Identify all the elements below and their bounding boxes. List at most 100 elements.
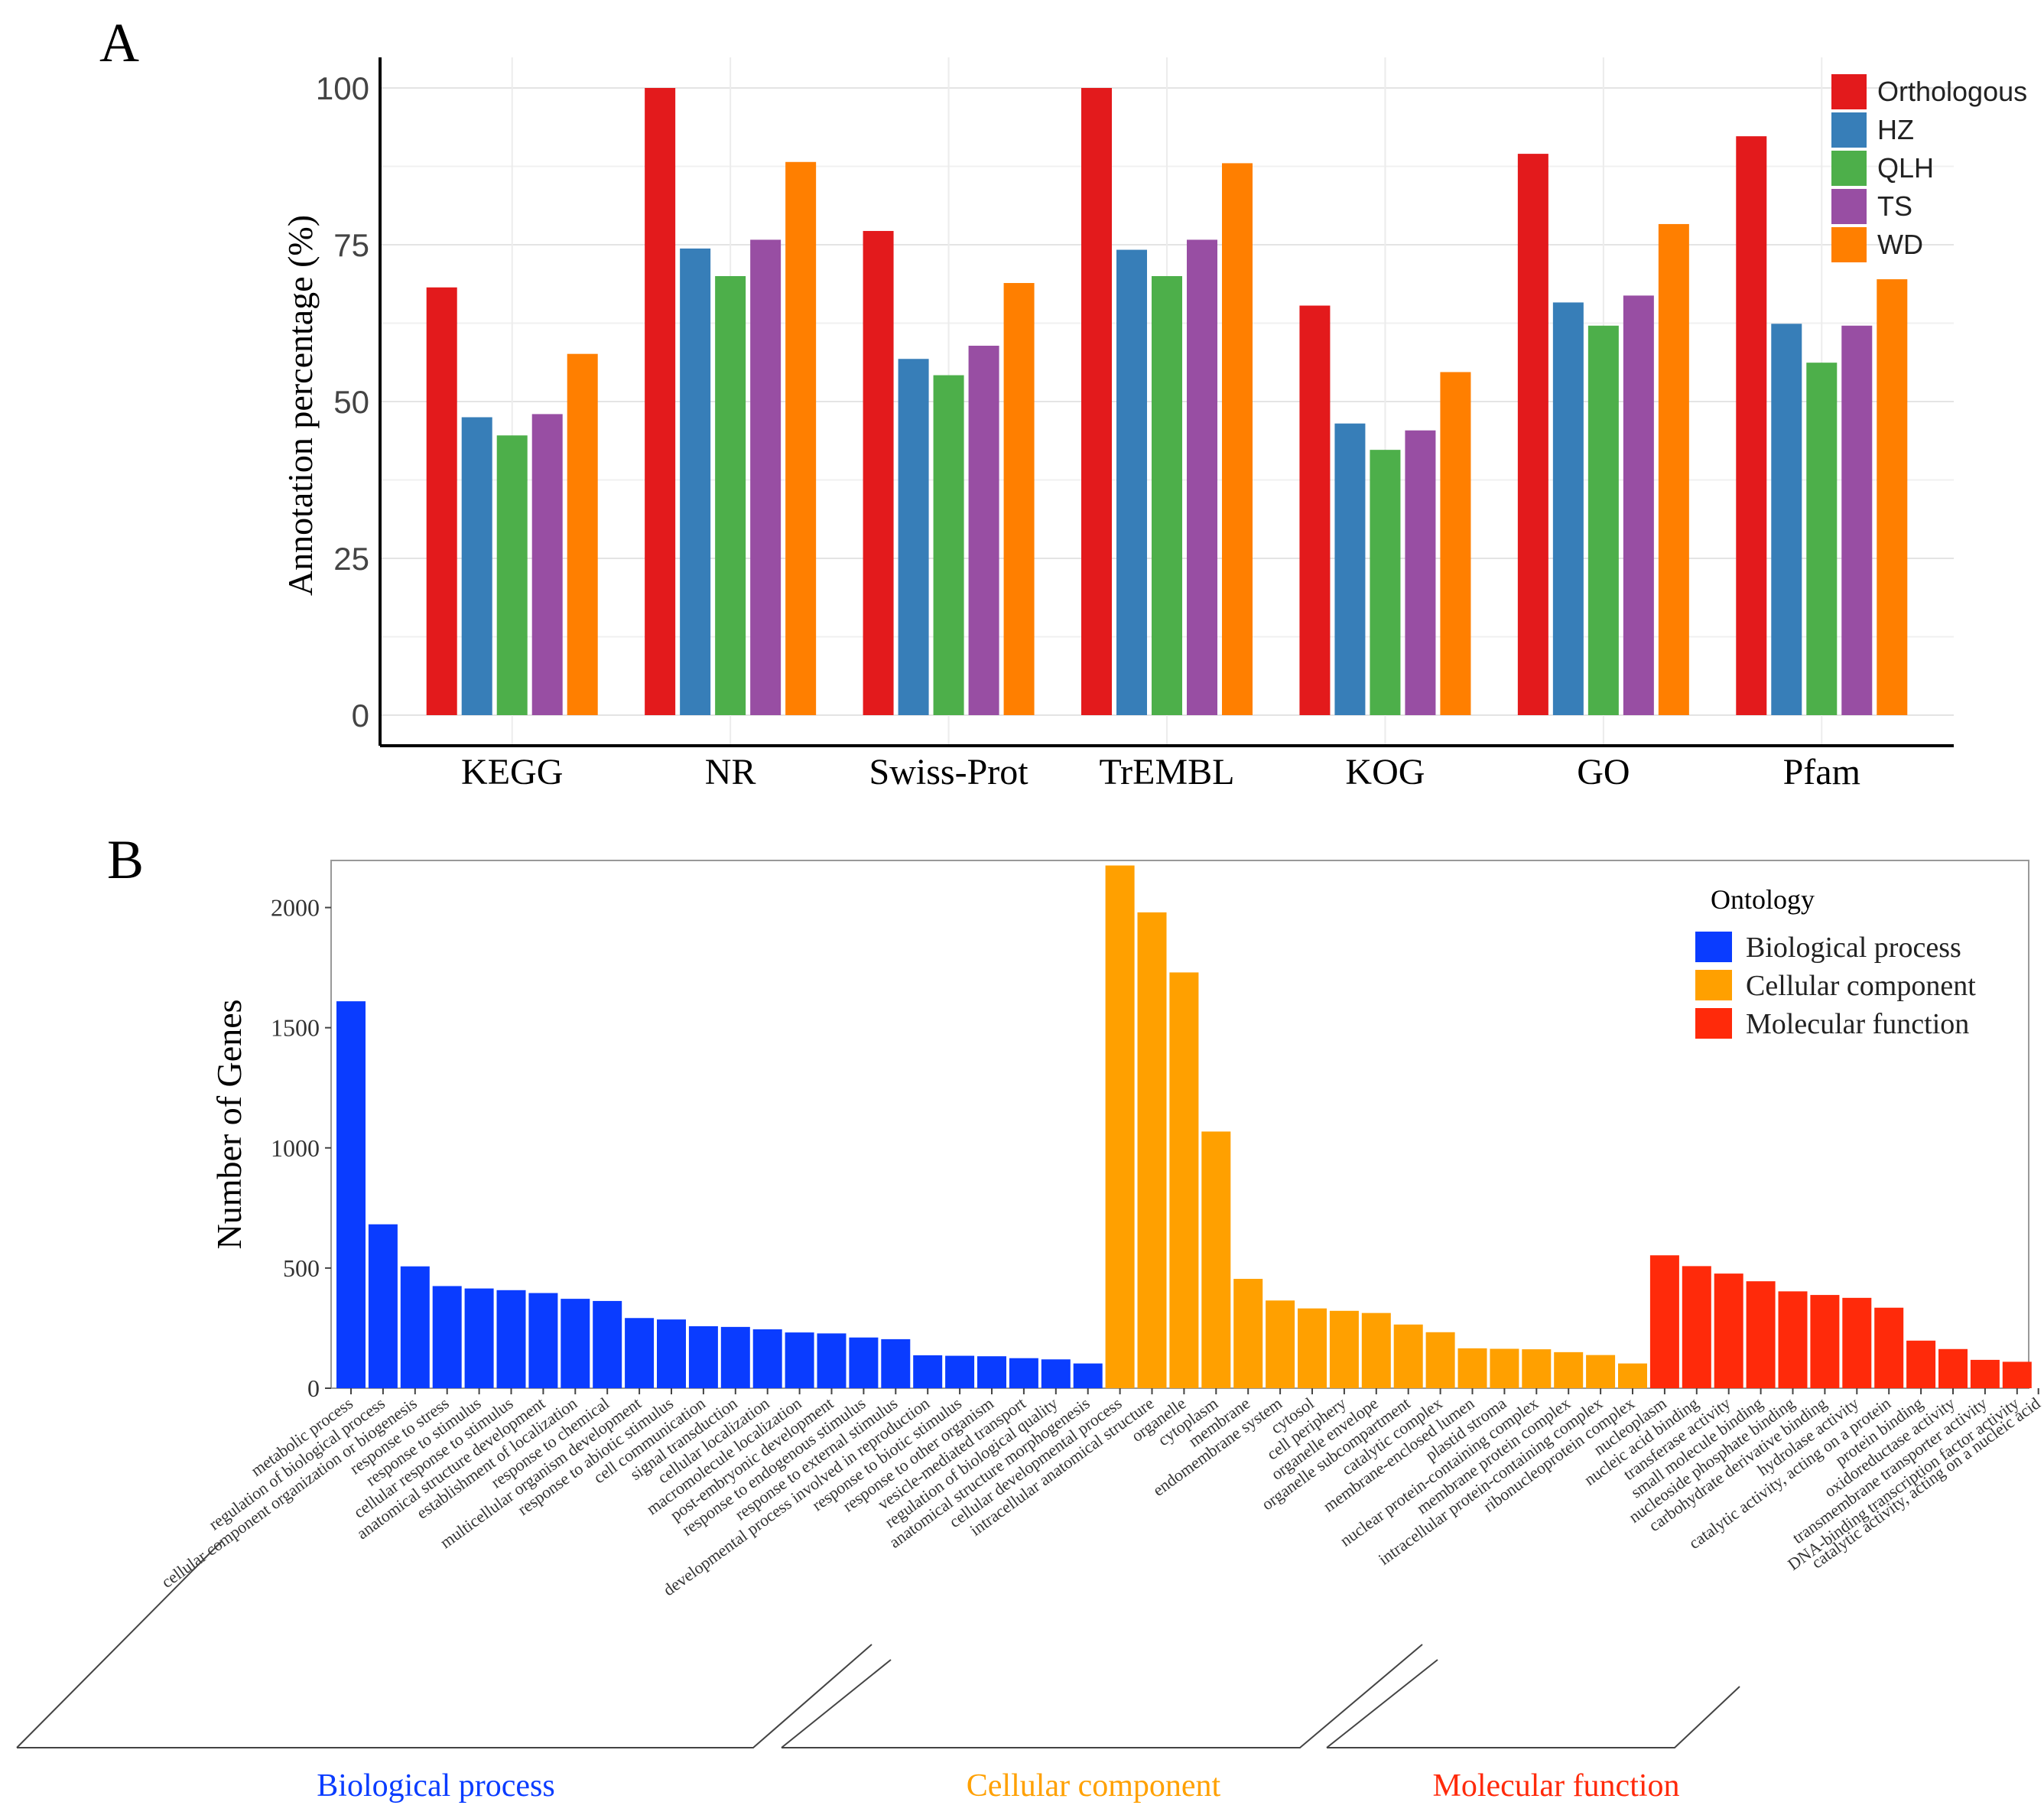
legend-swatch-molecular-function [1695,1008,1732,1039]
panel-label-a: A [99,12,139,73]
bar-nr-hz [680,248,711,715]
group-bracket-base-0 [17,1644,873,1748]
panel-a-x-tick-pfam: Pfam [1783,752,1860,792]
panel-b-y-axis-title: Number of Genes [210,999,249,1249]
bar-swiss-prot-orthologous [863,230,894,716]
panel-b-y-tick-2000: 2000 [271,894,320,922]
bar-multicellular-organism-development [625,1318,655,1388]
legend-label-orthologous: Orthologous [1877,76,2027,107]
bar-nr-orthologous [645,88,676,715]
panel-a-x-tick-trembl: TrEMBL [1100,752,1235,792]
panel-b-group-brackets [16,1540,1740,1748]
bar-metabolic-process [336,1001,366,1388]
panel-b-legend-title: Ontology [1711,884,1815,915]
group-bracket-left-1 [781,1659,892,1748]
panel-a-x-tick-kegg: KEGG [461,752,563,792]
bar-protein-binding [1906,1340,1936,1388]
panel-b-bars [336,865,2032,1388]
bar-small-molecule-binding [1746,1281,1776,1388]
bar-kog-orthologous [1299,305,1331,715]
bar-swiss-prot-wd [1003,283,1035,715]
bar-nucleoplasm [1649,1255,1679,1388]
panel-a-y-tick-75: 75 [333,227,369,263]
bar-response-to-stimulus [464,1288,494,1388]
bar-regulation-of-biological-quality [1041,1359,1071,1388]
panel-a-y-tick-50: 50 [333,384,369,420]
bar-cell-periphery [1329,1310,1359,1388]
panel-a-y-tick-100: 100 [316,70,369,106]
bar-trembl-orthologous [1081,88,1112,715]
bar-post-embryonic-development [817,1333,847,1388]
legend-label-qlh: QLH [1877,152,1934,184]
bar-trembl-qlh [1152,276,1182,715]
bar-response-to-stress [432,1286,462,1388]
bar-cytosol [1298,1308,1327,1388]
panel-b-y-tick-500: 500 [283,1254,320,1282]
group-label-biological-process: Biological process [317,1768,554,1804]
bar-trembl-hz [1116,249,1147,715]
panel-a-x-tick-nr: NR [705,752,756,792]
bar-intracellular-anatomical-structure [1137,912,1167,1388]
bar-response-to-external-stimulus [881,1338,911,1388]
panel-a-bars [426,88,1908,716]
panel-a-axes [379,57,1954,747]
bar-establishment-of-localization [561,1299,590,1388]
group-bracket-base-1 [782,1644,1423,1748]
bar-kog-wd [1440,372,1471,715]
bar-endomembrane-system [1266,1300,1295,1388]
bar-nucleic-acid-binding [1682,1266,1711,1388]
bar-transferase-activity [1714,1273,1743,1388]
bar-vesicle-mediated-transport [1009,1358,1038,1388]
legend-label-hz: HZ [1877,114,1914,145]
bar-kegg-orthologous [426,287,457,715]
bar-response-to-biotic-stimulus [945,1355,975,1388]
legend-swatch-hz [1831,112,1867,148]
panel-a-legend: Orthologous HZ QLH TS WD [1831,74,2027,262]
bar-swiss-prot-hz [898,359,929,715]
bar-cellular-component-organization-or-biogenesis [400,1266,430,1388]
bar-go-qlh [1587,325,1619,715]
bar-trembl-ts [1187,239,1217,715]
bar-trembl-wd [1222,163,1253,715]
bar-organelle-envelope [1361,1312,1391,1388]
bar-go-ts [1623,295,1654,715]
panel-b-group-labels: Biological process Cellular component Mole… [317,1768,1679,1804]
group-bracket-left-2 [1326,1659,1438,1748]
legend-swatch-wd [1831,227,1867,262]
bar-kegg-qlh [496,435,528,715]
bar-membrane-protein-complex [1554,1351,1584,1388]
bar-organelle-subcompartment [1393,1324,1423,1388]
bar-anatomical-structure-development [528,1293,558,1388]
bar-kegg-hz [461,417,492,715]
bar-swiss-prot-qlh [933,375,964,715]
bar-dna-binding-transcription-factor-activity [2002,1361,2032,1388]
panel-a-x-tick-go: GO [1577,752,1630,792]
bar-catalytic-activity-acting-on-a-protein [1874,1307,1904,1388]
bar-response-to-other-organism [977,1356,1006,1388]
bar-pfam-hz [1771,324,1802,715]
bar-carbohydrate-derivative-binding [1810,1295,1840,1388]
bar-hydrolase-activity [1842,1297,1872,1388]
legend-swatch-cellular-component [1695,970,1732,1000]
bar-kog-hz [1334,423,1366,715]
bar-cellular-response-to-stimulus [496,1290,526,1388]
bar-anatomical-structure-morphogenesis [1073,1363,1103,1388]
group-bracket-left-0 [16,1540,223,1748]
bar-nr-wd [785,161,817,715]
panel-a-x-ticks: KEGG NR Swiss-Prot TrEMBL KOG GO Pfam [461,752,1860,792]
bar-pfam-qlh [1806,363,1838,715]
bar-kog-qlh [1370,450,1401,715]
bar-pfam-ts [1841,325,1873,715]
bar-kegg-ts [531,414,563,715]
group-bracket-base-2 [1327,1686,1740,1748]
bar-plastid-stroma [1490,1348,1519,1388]
bar-response-to-endogenous-stimulus [849,1337,879,1388]
panel-a-x-tick-swiss-prot: Swiss-Prot [869,752,1029,792]
bar-response-to-abiotic-stimulus [657,1319,686,1388]
panel-a-y-ticks: 0 25 50 75 100 [316,70,369,733]
bar-pfam-orthologous [1736,136,1767,715]
panel-a-y-tick-25: 25 [333,541,369,577]
bar-signal-transduction [720,1326,750,1388]
panel-b-y-ticks: 0 500 1000 1500 2000 [271,894,331,1402]
legend-swatch-qlh [1831,151,1867,186]
